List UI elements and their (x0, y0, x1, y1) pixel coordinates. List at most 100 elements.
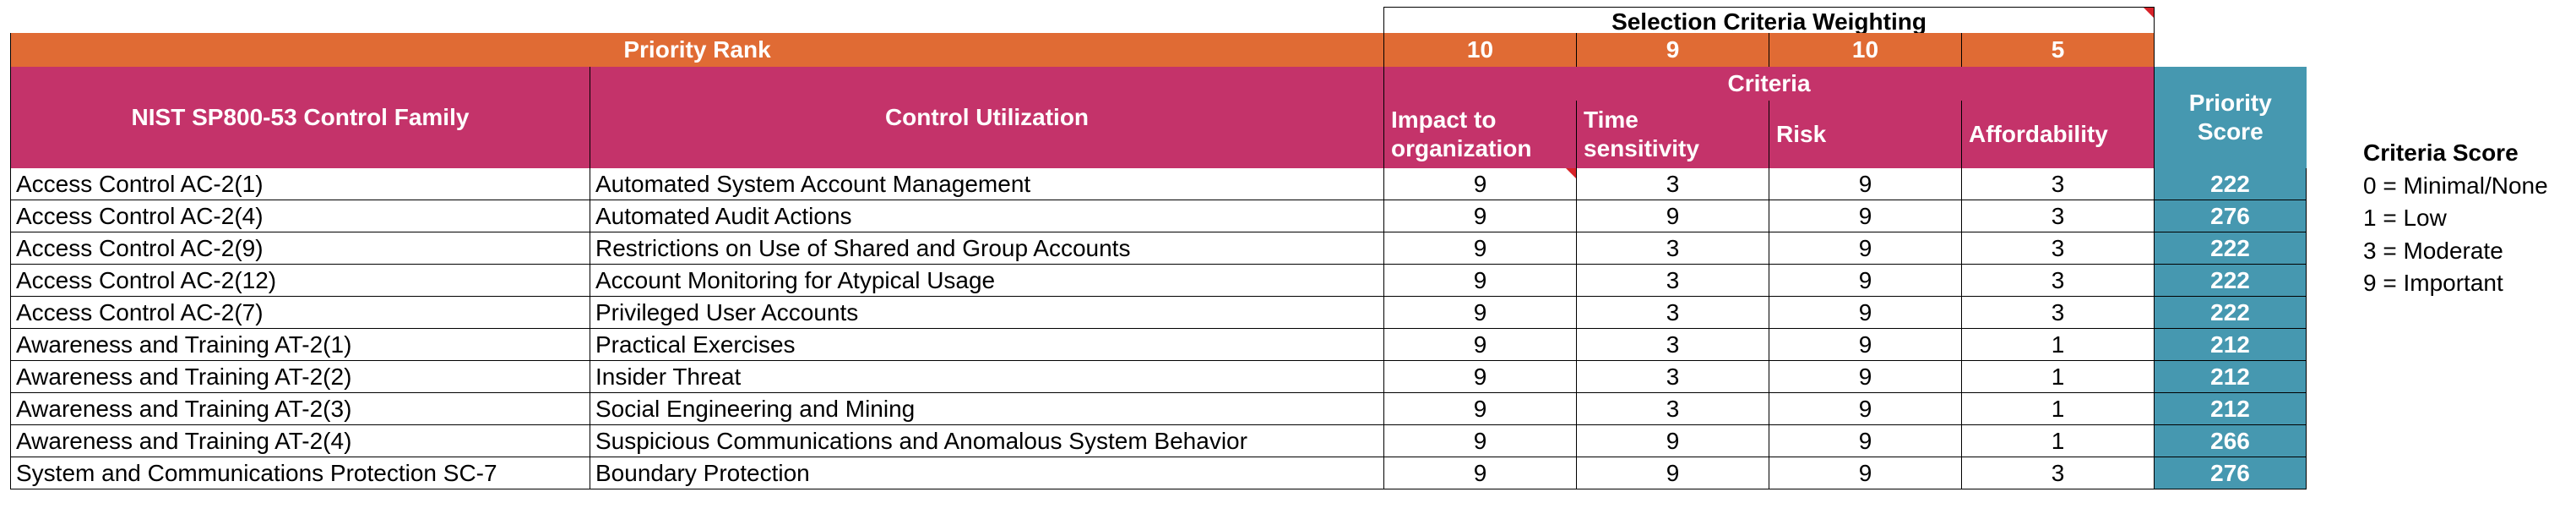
risk-cell[interactable]: 9 (1769, 264, 1962, 297)
criteria-header[interactable]: Criteria (1383, 67, 2155, 101)
risk-cell[interactable]: 9 (1769, 296, 1962, 329)
priority-rank-header[interactable]: Priority Rank (10, 33, 1384, 67)
control-utilization-cell[interactable]: Practical Exercises (590, 328, 1384, 361)
affordability-header[interactable]: Affordability (1961, 101, 2155, 168)
impact-cell[interactable]: 9 (1383, 424, 1577, 457)
impact-label: Impact to organization (1391, 107, 1532, 161)
time-cell[interactable]: 3 (1576, 328, 1769, 361)
control-utilization-cell[interactable]: Privileged User Accounts (590, 296, 1384, 329)
risk-cell[interactable]: 9 (1769, 360, 1962, 393)
control-family-cell[interactable]: Awareness and Training AT-2(1) (10, 328, 590, 361)
weight-impact[interactable]: 10 (1383, 33, 1577, 67)
legend-item: 9 = Important (2363, 270, 2503, 296)
control-utilization-cell[interactable]: Social Engineering and Mining (590, 392, 1384, 425)
control-utilization-cell[interactable]: Boundary Protection (590, 457, 1384, 489)
selection-criteria-weighting-header[interactable]: Selection Criteria Weighting (1383, 7, 2155, 33)
weight-affordability[interactable]: 5 (1961, 33, 2155, 67)
impact-cell[interactable]: 9 (1383, 296, 1577, 329)
table-row: Access Control AC-2(9) Restrictions on U… (10, 232, 2307, 265)
control-family-cell[interactable]: Access Control AC-2(9) (10, 232, 590, 265)
control-utilization-cell[interactable]: Restrictions on Use of Shared and Group … (590, 232, 1384, 265)
affordability-cell[interactable]: 1 (1961, 328, 2155, 361)
impact-cell[interactable]: 9 (1383, 200, 1577, 232)
control-family-cell[interactable]: Access Control AC-2(7) (10, 296, 590, 329)
affordability-cell[interactable]: 3 (1961, 200, 2155, 232)
time-cell[interactable]: 9 (1576, 457, 1769, 489)
legend-item: 1 = Low (2363, 205, 2447, 231)
control-utilization-cell[interactable]: Suspicious Communications and Anomalous … (590, 424, 1384, 457)
impact-cell[interactable]: 9 (1383, 168, 1577, 200)
time-sensitivity-header[interactable]: Time sensitivity (1576, 101, 1769, 168)
control-utilization-cell[interactable]: Insider Threat (590, 360, 1384, 393)
affordability-cell[interactable]: 1 (1961, 392, 2155, 425)
priority-score-cell[interactable]: 212 (2154, 328, 2307, 361)
control-family-cell[interactable]: Access Control AC-2(12) (10, 264, 590, 297)
priority-score-cell[interactable]: 222 (2154, 168, 2307, 200)
impact-cell[interactable]: 9 (1383, 328, 1577, 361)
priority-score-cell[interactable]: 212 (2154, 360, 2307, 393)
priority-score-cell[interactable]: 222 (2154, 264, 2307, 297)
table-row: Awareness and Training AT-2(3) Social En… (10, 392, 2307, 425)
priority-score-cell[interactable]: 266 (2154, 424, 2307, 457)
time-cell[interactable]: 3 (1576, 392, 1769, 425)
comment-indicator[interactable] (1566, 168, 1576, 178)
time-cell[interactable]: 3 (1576, 168, 1769, 200)
time-cell[interactable]: 9 (1576, 424, 1769, 457)
impact-cell[interactable]: 9 (1383, 360, 1577, 393)
risk-cell[interactable]: 9 (1769, 232, 1962, 265)
affordability-cell[interactable]: 3 (1961, 457, 2155, 489)
weight-time[interactable]: 9 (1576, 33, 1769, 67)
weight-risk[interactable]: 10 (1769, 33, 1962, 67)
comment-indicator[interactable] (2144, 8, 2154, 18)
control-family-cell[interactable]: Access Control AC-2(1) (10, 168, 590, 200)
control-family-header[interactable]: NIST SP800-53 Control Family (10, 67, 590, 168)
priority-score-cell[interactable]: 222 (2154, 232, 2307, 265)
risk-cell[interactable]: 9 (1769, 457, 1962, 489)
priority-spreadsheet: Selection Criteria Weighting Priority Ra… (10, 7, 2307, 489)
risk-cell[interactable]: 9 (1769, 200, 1962, 232)
control-family-cell[interactable]: Awareness and Training AT-2(4) (10, 424, 590, 457)
impact-header[interactable]: Impact to organization (1383, 101, 1577, 168)
control-utilization-cell[interactable]: Automated System Account Management (590, 168, 1384, 200)
time-cell[interactable]: 9 (1576, 200, 1769, 232)
table-row: Access Control AC-2(1) Automated System … (10, 168, 2307, 200)
affordability-cell[interactable]: 3 (1961, 232, 2155, 265)
impact-cell[interactable]: 9 (1383, 392, 1577, 425)
control-family-cell[interactable]: System and Communications Protection SC-… (10, 457, 590, 489)
priority-score-cell[interactable]: 276 (2154, 200, 2307, 232)
risk-cell[interactable]: 9 (1769, 328, 1962, 361)
affordability-cell[interactable]: 3 (1961, 264, 2155, 297)
priority-score-label: Priority Score (2188, 90, 2272, 145)
affordability-cell[interactable]: 1 (1961, 360, 2155, 393)
time-cell[interactable]: 3 (1576, 232, 1769, 265)
risk-header[interactable]: Risk (1769, 101, 1962, 168)
criteria-score-legend: Criteria Score 0 = Minimal/None 1 = Low … (2363, 137, 2548, 300)
control-family-cell[interactable]: Awareness and Training AT-2(3) (10, 392, 590, 425)
priority-score-cell[interactable]: 276 (2154, 457, 2307, 489)
priority-score-cell[interactable]: 222 (2154, 296, 2307, 329)
legend-item: 3 = Moderate (2363, 237, 2503, 264)
priority-table: Selection Criteria Weighting Priority Ra… (10, 7, 2307, 489)
control-utilization-cell[interactable]: Automated Audit Actions (590, 200, 1384, 232)
control-family-cell[interactable]: Access Control AC-2(4) (10, 200, 590, 232)
legend-title: Criteria Score (2363, 139, 2519, 166)
risk-cell[interactable]: 9 (1769, 424, 1962, 457)
control-family-cell[interactable]: Awareness and Training AT-2(2) (10, 360, 590, 393)
affordability-cell[interactable]: 3 (1961, 296, 2155, 329)
impact-cell[interactable]: 9 (1383, 232, 1577, 265)
time-cell[interactable]: 3 (1576, 360, 1769, 393)
affordability-cell[interactable]: 3 (1961, 168, 2155, 200)
time-cell[interactable]: 3 (1576, 264, 1769, 297)
time-cell[interactable]: 3 (1576, 296, 1769, 329)
impact-cell[interactable]: 9 (1383, 264, 1577, 297)
table-row: Access Control AC-2(12) Account Monitori… (10, 264, 2307, 297)
priority-score-header[interactable]: Priority Score (2154, 67, 2307, 168)
impact-cell[interactable]: 9 (1383, 457, 1577, 489)
risk-cell[interactable]: 9 (1769, 168, 1962, 200)
risk-cell[interactable]: 9 (1769, 392, 1962, 425)
affordability-cell[interactable]: 1 (1961, 424, 2155, 457)
table-row: Access Control AC-2(4) Automated Audit A… (10, 200, 2307, 232)
priority-score-cell[interactable]: 212 (2154, 392, 2307, 425)
control-utilization-header[interactable]: Control Utilization (590, 67, 1384, 168)
control-utilization-cell[interactable]: Account Monitoring for Atypical Usage (590, 264, 1384, 297)
